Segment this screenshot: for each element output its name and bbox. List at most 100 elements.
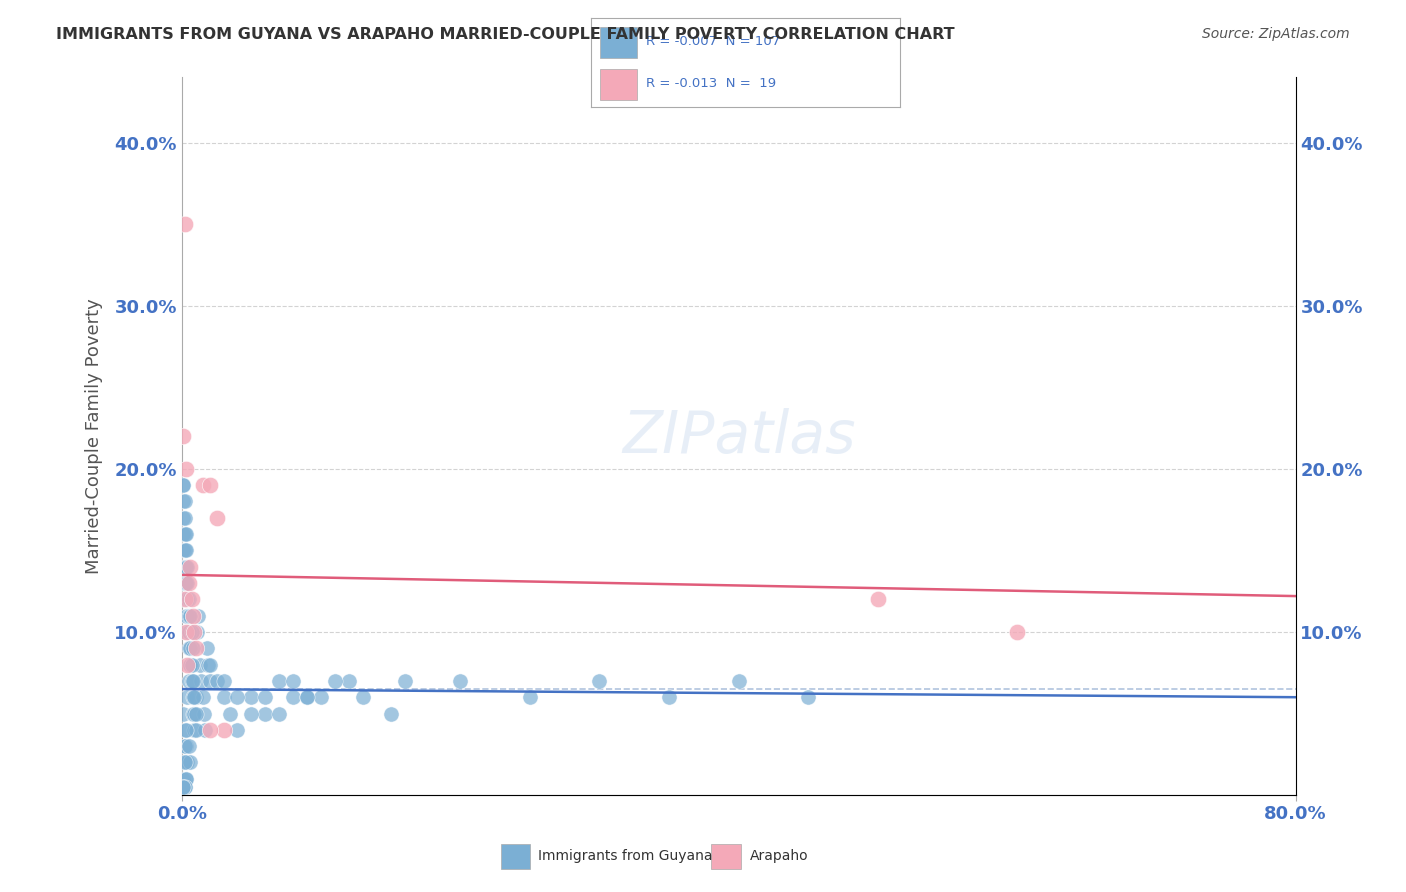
Point [174,576,197,591]
Point [179,641,201,656]
Point [176,657,198,672]
Point [181,641,204,656]
Point [176,592,198,607]
Point [198,723,221,737]
Point [173,756,195,770]
Point [173,543,195,558]
Point [172,559,194,574]
Point [174,543,197,558]
Point [172,527,194,541]
Point [183,723,205,737]
Point [174,559,197,574]
Point [173,576,195,591]
Point [191,690,214,705]
Point [172,780,194,794]
Point [240,706,263,721]
Point [180,592,202,607]
Point [177,624,200,639]
Point [191,478,214,492]
Point [173,510,195,524]
Point [212,673,235,688]
Point [269,706,291,721]
Point [183,690,205,705]
Point [172,494,194,508]
Point [174,739,197,753]
Point [181,690,204,705]
Point [173,780,195,794]
Point [180,641,202,656]
Point [177,641,200,656]
Point [295,690,318,705]
Point [176,756,198,770]
Point [337,673,360,688]
Point [179,657,201,672]
FancyBboxPatch shape [600,27,637,58]
Point [394,673,416,688]
Text: ZIPatlas: ZIPatlas [621,408,855,465]
Text: Source: ZipAtlas.com: Source: ZipAtlas.com [1202,27,1350,41]
Point [797,690,820,705]
Point [226,723,249,737]
Point [177,576,200,591]
Point [188,657,211,672]
Point [177,739,200,753]
Point [352,690,374,705]
Point [173,739,195,753]
Point [281,673,304,688]
Point [176,624,198,639]
Point [219,706,242,721]
Point [172,478,194,492]
Point [240,690,263,705]
Point [174,527,197,541]
Point [173,527,195,541]
FancyBboxPatch shape [501,844,530,869]
Point [866,592,889,607]
Point [172,706,194,721]
Point [174,772,197,786]
Point [173,559,195,574]
Point [658,690,681,705]
Point [172,592,194,607]
Point [176,690,198,705]
Point [176,608,198,623]
Point [197,657,219,672]
Point [269,673,291,688]
Point [179,559,201,574]
Point [186,624,208,639]
Point [172,756,194,770]
Point [183,706,205,721]
Point [449,673,471,688]
Point [184,706,207,721]
Point [173,494,195,508]
Point [190,673,212,688]
Point [195,641,218,656]
Text: Arapaho: Arapaho [749,849,808,863]
Point [205,673,228,688]
Point [184,690,207,705]
Point [172,510,194,524]
Point [173,723,195,737]
Point [174,608,197,623]
FancyBboxPatch shape [600,69,637,100]
Text: R = -0.013  N =  19: R = -0.013 N = 19 [647,78,776,90]
Point [281,690,304,705]
Point [181,706,204,721]
Point [198,657,221,672]
Point [212,690,235,705]
Point [177,592,200,607]
Point [588,673,610,688]
Point [309,690,332,705]
Point [176,576,198,591]
Point [174,772,197,786]
Point [519,690,541,705]
Point [181,673,204,688]
Point [177,608,200,623]
Point [254,690,277,705]
Text: IMMIGRANTS FROM GUYANA VS ARAPAHO MARRIED-COUPLE FAMILY POVERTY CORRELATION CHAR: IMMIGRANTS FROM GUYANA VS ARAPAHO MARRIE… [56,27,955,42]
Point [173,592,195,607]
Point [183,624,205,639]
Point [212,723,235,737]
Point [177,673,200,688]
Point [727,673,749,688]
Point [172,429,194,443]
